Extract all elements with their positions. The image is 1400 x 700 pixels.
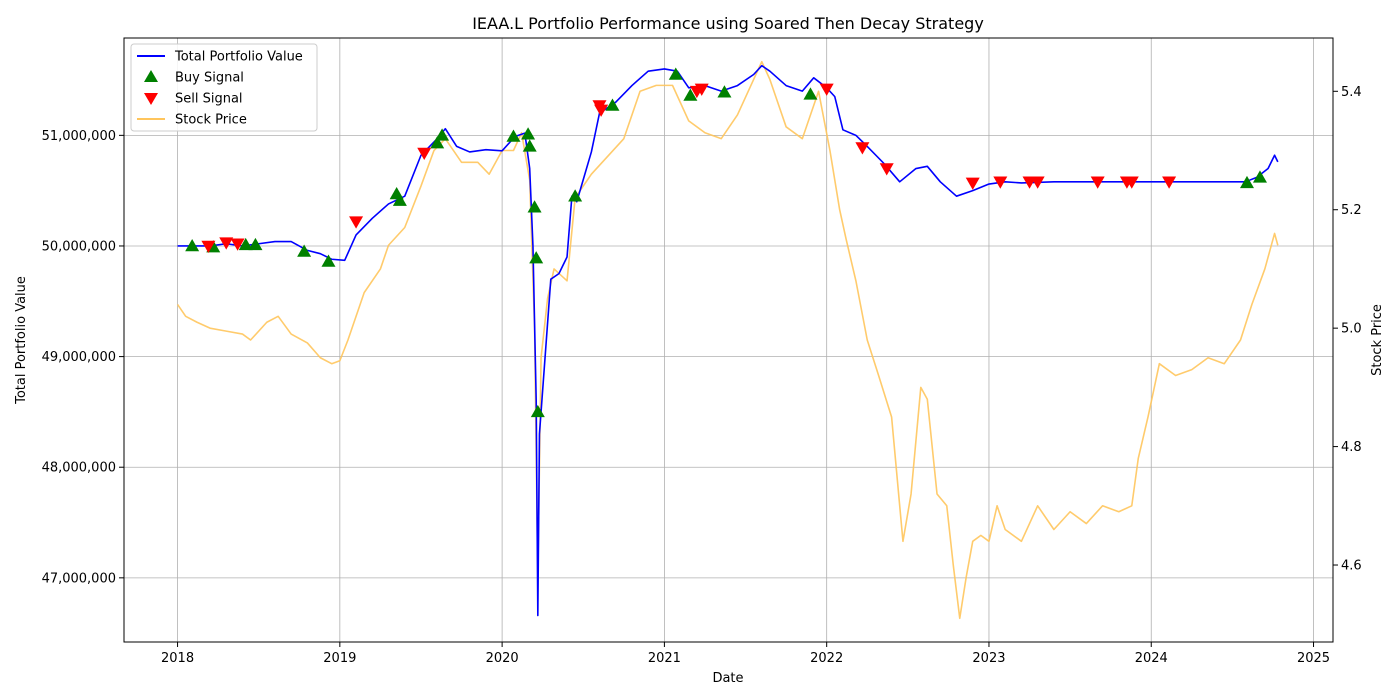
sell-signal-marker <box>594 104 609 117</box>
sell-signal-marker <box>1162 176 1177 189</box>
y-axis-title-left: Total Portfolio Value <box>14 276 29 405</box>
x-tick-label: 2018 <box>161 651 194 666</box>
x-tick-label: 2021 <box>648 651 681 666</box>
sell-signal-marker <box>855 142 870 155</box>
y-tick-label-right: 5.2 <box>1341 203 1362 218</box>
y-axis-title-right: Stock Price <box>1370 304 1385 376</box>
legend-item: Total Portfolio Value <box>137 50 303 65</box>
series-layer <box>176 60 1279 620</box>
stock-price-line <box>176 60 1279 620</box>
sell-signal-marker <box>219 237 234 250</box>
sell-signal-marker <box>1090 176 1105 189</box>
x-tick-label: 2019 <box>323 651 356 666</box>
buy-signal-marker <box>529 251 544 264</box>
buy-signal-marker <box>238 237 253 251</box>
x-axis-title: Date <box>712 671 743 686</box>
y-tick-label-left: 48,000,000 <box>42 461 116 476</box>
axis-layer: 2018 2019 2020 2021 2022 2023 2024 2025 47,000,0… <box>42 85 1362 666</box>
grid-layer <box>124 38 1333 642</box>
buy-signal-marker <box>435 128 450 141</box>
legend-label: Total Portfolio Value <box>174 50 303 65</box>
buy-signal-marker <box>1252 170 1267 183</box>
x-tick-label: 2022 <box>810 651 843 666</box>
portfolio-value-line <box>177 64 1279 617</box>
legend-item: Stock Price <box>137 113 247 128</box>
buy-signal-marker <box>803 87 818 100</box>
buy-signal-marker <box>321 254 336 267</box>
x-tick-label: 2020 <box>486 651 519 666</box>
y-tick-label-right: 4.8 <box>1341 440 1362 455</box>
y-tick-label-right: 4.6 <box>1341 559 1362 574</box>
y-tick-label-left: 51,000,000 <box>42 129 116 144</box>
sell-signal-marker <box>694 83 709 96</box>
legend-label: Stock Price <box>175 113 247 128</box>
sell-signal-marker <box>1030 176 1045 189</box>
plot-frame <box>123 37 1334 643</box>
x-tick-label: 2023 <box>972 651 1005 666</box>
buy-signal-marker <box>522 139 537 152</box>
y-tick-label-left: 47,000,000 <box>42 571 116 586</box>
buy-signal-marker <box>1239 175 1254 189</box>
sell-signal-marker <box>993 176 1008 189</box>
buy-signal-marker <box>683 88 698 101</box>
buy-signal-marker <box>568 189 583 202</box>
y-tick-label-right: 5.0 <box>1341 322 1362 337</box>
legend: Total Portfolio Value Buy Signal Sell Sign… <box>130 43 318 132</box>
sell-signal-marker <box>230 238 245 251</box>
x-tick-label: 2024 <box>1135 651 1168 666</box>
legend-item: Buy Signal <box>144 70 244 86</box>
sell-signal-marker <box>201 240 216 253</box>
legend-box <box>130 43 318 132</box>
buy-signal-marker <box>248 237 263 251</box>
buy-signal-marker <box>717 85 732 98</box>
marker-layer <box>185 67 1267 418</box>
y-tick-label-left: 50,000,000 <box>42 239 116 254</box>
sell-signal-marker <box>879 163 894 176</box>
legend-label: Buy Signal <box>175 71 244 86</box>
buy-signal-marker <box>521 127 536 140</box>
sell-signal-marker <box>349 216 364 229</box>
buy-signal-marker <box>392 193 407 206</box>
buy-signal-marker <box>297 244 312 257</box>
legend-label: Sell Signal <box>175 92 243 107</box>
chart-title: IEAA.L Portfolio Performance using Soare… <box>472 14 984 33</box>
buy-signal-marker <box>605 98 620 111</box>
y-tick-label-right: 5.4 <box>1341 85 1362 100</box>
legend-swatch <box>144 70 158 82</box>
legend-swatch <box>144 93 158 105</box>
buy-signal-marker <box>530 404 545 418</box>
buy-signal-marker <box>668 67 683 80</box>
sell-signal-marker <box>819 83 834 96</box>
buy-signal-marker <box>430 136 445 149</box>
sell-signal-marker <box>965 177 980 190</box>
buy-signal-marker <box>185 238 200 252</box>
buy-signal-marker <box>506 129 521 142</box>
buy-signal-marker <box>527 200 542 213</box>
sell-signal-marker <box>417 147 432 161</box>
y-tick-label-left: 49,000,000 <box>42 350 116 365</box>
sell-signal-marker <box>1124 176 1139 189</box>
x-tick-label: 2025 <box>1297 651 1330 666</box>
legend-item: Sell Signal <box>144 92 243 107</box>
